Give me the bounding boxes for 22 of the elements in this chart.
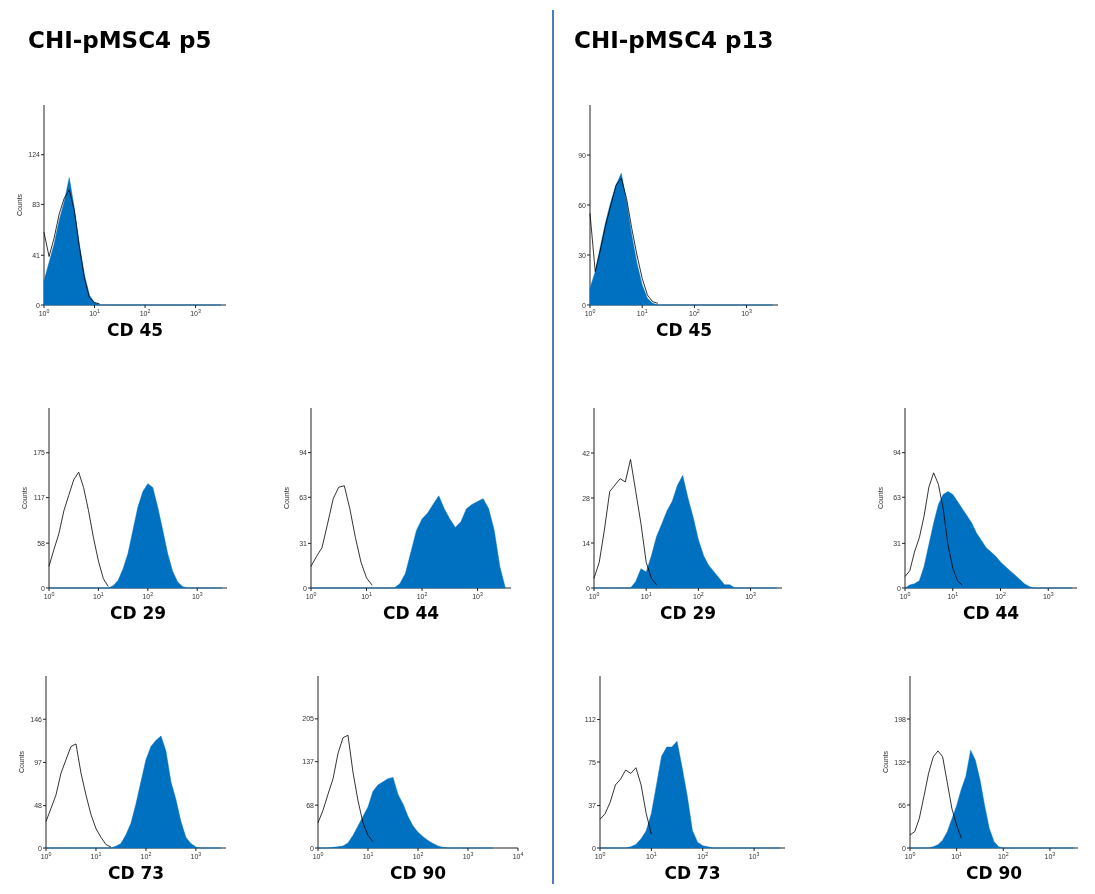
- line-series: [317, 734, 374, 843]
- x-axis-title: CD 29: [109, 603, 167, 623]
- line-series: [43, 189, 100, 305]
- line-series: [48, 471, 109, 587]
- x-axis-title: CD 73: [107, 863, 165, 883]
- x-axis-title: CD 29: [659, 603, 717, 623]
- x-axis-title: CD 45: [106, 320, 164, 340]
- line-series: [904, 472, 963, 586]
- line-series: [310, 485, 373, 586]
- line-series: [909, 750, 962, 839]
- line-series: [589, 177, 659, 304]
- x-axis-title: CD 73: [664, 863, 721, 883]
- chart-title: CHI-pMSC4 p5: [28, 27, 212, 53]
- line-series: [599, 767, 652, 835]
- x-axis-title: CD 90: [965, 863, 1023, 883]
- x-axis-title: CD 44: [962, 603, 1020, 623]
- x-axis-title: CD 90: [389, 863, 447, 883]
- x-axis-title: CD 45: [655, 320, 713, 340]
- x-axis-title: CD 44: [382, 603, 440, 623]
- line-series: [45, 743, 112, 848]
- line-series: [593, 459, 657, 586]
- chart-title: CHI-pMSC4 p13: [574, 27, 774, 53]
